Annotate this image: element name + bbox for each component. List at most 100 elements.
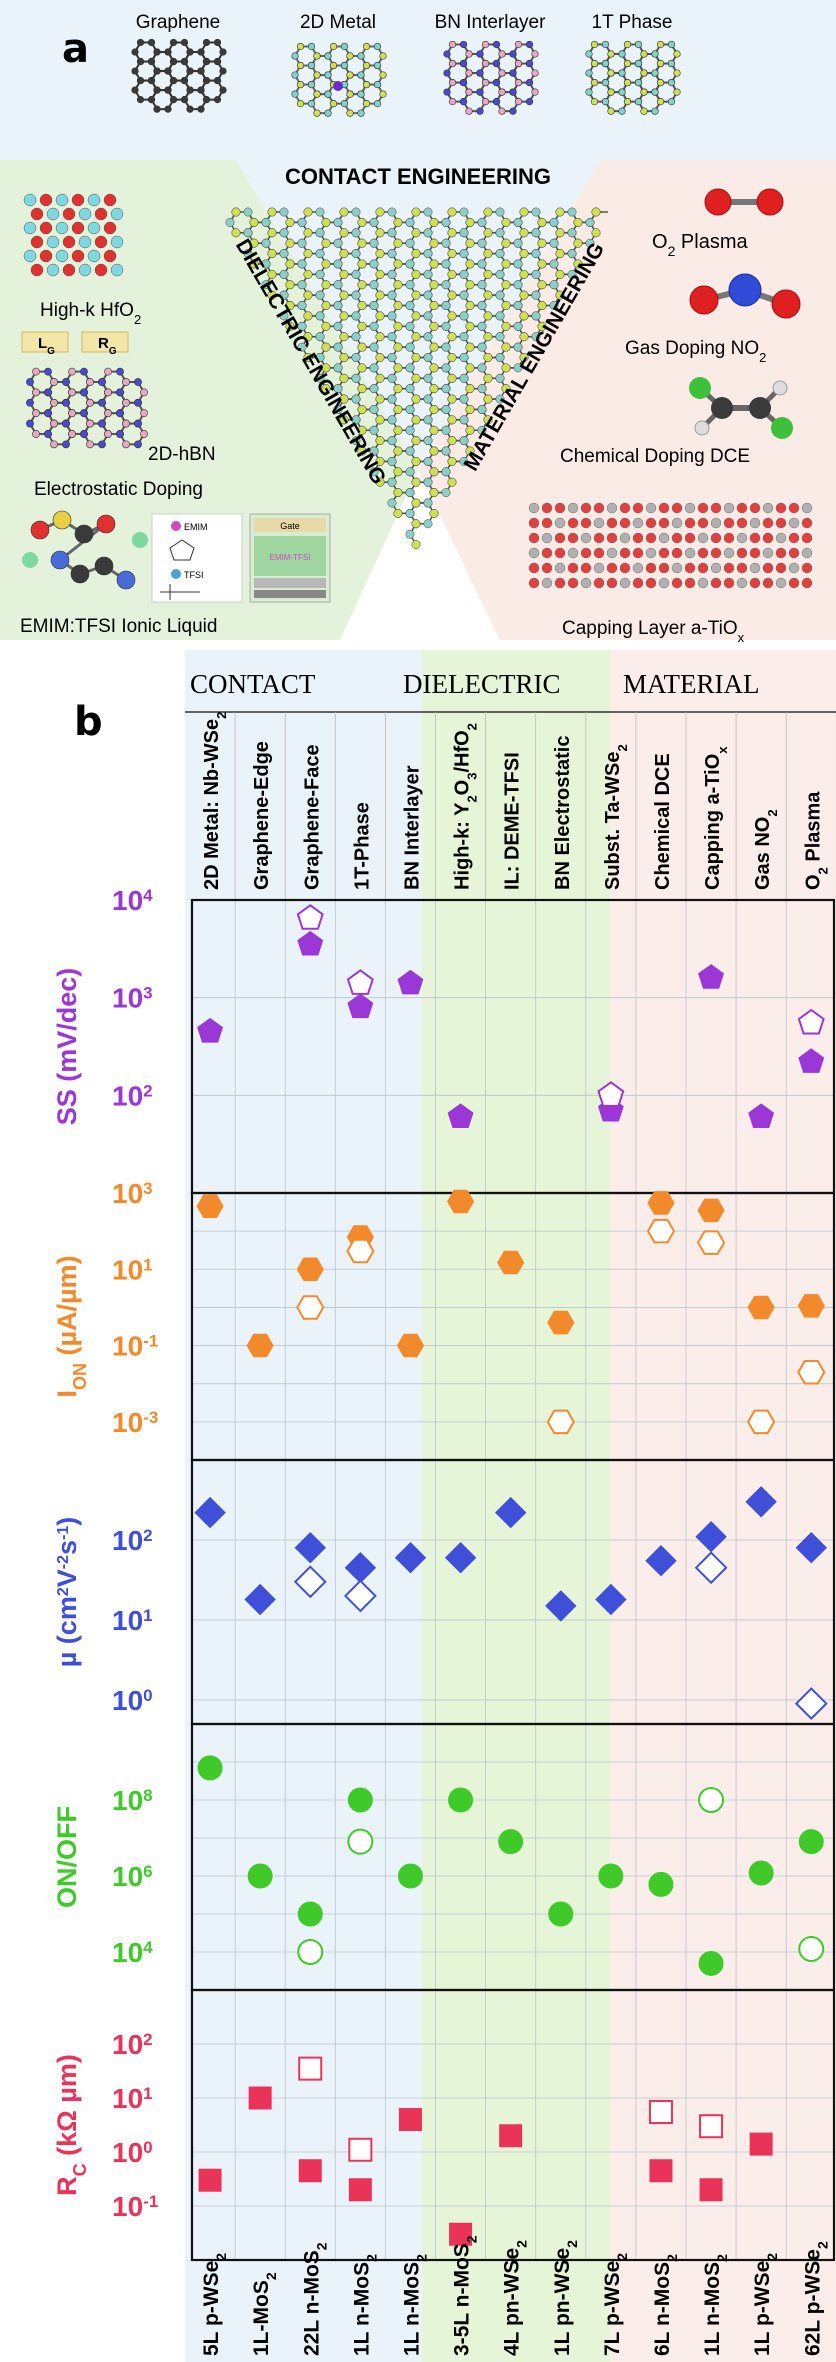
column-top-label: O2 Plasma [802, 791, 830, 890]
panel-letter-a: a [62, 26, 89, 72]
data-point-open [597, 1081, 625, 1107]
column-top-label: Subst. Ta-WSe2 [602, 744, 630, 890]
column-top-label: Chemical DCE [652, 753, 674, 890]
dce-molecule-image [689, 377, 793, 439]
no2-molecule-image [689, 273, 801, 319]
central-triangle-lattice [225, 207, 608, 550]
label-capping-layer-tiox: Capping Layer a-TiOx [562, 618, 745, 645]
data-point-filled [396, 1333, 425, 1358]
data-point-filled [347, 1787, 373, 1813]
data-point-filled [698, 1950, 724, 1976]
column-top-label: High-k: Y2O3/HfO2 [452, 723, 480, 890]
data-point-filled [246, 1333, 274, 1358]
data-point-filled [498, 1829, 524, 1855]
column-top-labels: 2D Metal: Nb-WSe2 Graphene-Edge Graphene-F… [201, 712, 836, 900]
label-electrostatic-doping: Electrostatic Doping [34, 479, 203, 500]
hfo2-crystal-image [23, 193, 124, 277]
tick-label: 100 [112, 1685, 153, 1716]
data-point-filled [547, 1310, 575, 1335]
subplots: 104 103 102 SS (mV/dec) 103 101 10-1 10-3 ION (µ… [52, 885, 836, 2262]
data-point-filled [698, 964, 724, 989]
column-bottom-label: 1L-MoS2 [250, 2272, 279, 2356]
data-point-open [698, 1787, 725, 1813]
data-point-filled [749, 2132, 773, 2156]
column-top-label: Graphene-Face [301, 744, 323, 890]
data-point-filled [595, 1583, 627, 1616]
tiox-capping-layer-image [528, 502, 813, 589]
data-point-filled [447, 1189, 475, 1214]
data-point-filled [645, 1544, 677, 1577]
label-graphene: Graphene [136, 12, 221, 33]
channel-layer [254, 578, 326, 588]
data-point-filled [247, 1863, 273, 1889]
data-point-filled [649, 2159, 673, 2183]
data-point-filled [348, 2178, 372, 2202]
data-point-open [297, 1939, 324, 1965]
group-label-dielectric: DIELECTRIC [403, 669, 560, 699]
column-bottom-label: 1L n-MoS2 [400, 2254, 429, 2356]
tick-label: 103 [112, 983, 153, 1014]
tick-label: 102 [112, 1525, 153, 1556]
data-point-open [546, 1409, 575, 1435]
data-point-filled [296, 1257, 324, 1281]
y-axis-label: ION (µA/µm) [52, 1255, 90, 1397]
data-point-filled [447, 1103, 474, 1128]
subplot-onoff: 108 106 104 ON/OFF [52, 1722, 836, 1992]
tfsi-bead-icon [171, 569, 181, 579]
y-axis-label: RC (kΩ µm) [52, 2054, 90, 2196]
data-point-filled [397, 969, 424, 995]
tick-label: 104 [112, 1937, 153, 1968]
data-point-filled [244, 1583, 276, 1616]
label-o2-plasma: O2 Plasma [652, 231, 748, 259]
panel-letter-b: b [74, 699, 103, 745]
data-point-filled [497, 1250, 525, 1275]
data-point-open [694, 1551, 728, 1585]
data-point-filled [647, 1191, 675, 1215]
tick-label: 10-3 [112, 1407, 158, 1438]
label-rg: RG [98, 335, 117, 357]
2d-metal-lattice-image [291, 42, 387, 117]
column-bottom-label: 3-5L n-MoS2 [451, 2235, 480, 2356]
panel-b: b CONTACT DIELECTRIC MATERIAL 2D Metal: … [52, 650, 836, 2362]
tfsi-small-label: TFSI [184, 570, 204, 580]
column-top-label: Gas NO2 [752, 809, 780, 890]
tick-label: 103 [112, 1178, 153, 1209]
data-point-filled [448, 1787, 474, 1813]
data-point-filled [449, 2222, 473, 2246]
data-point-filled [248, 2086, 272, 2110]
data-point-filled [394, 1541, 427, 1574]
data-point-open [347, 1828, 374, 1855]
y-axis-label: ON/OFF [52, 1806, 82, 1908]
data-point-filled [297, 1901, 323, 1927]
data-point-open [699, 2114, 724, 2139]
tick-label: 108 [112, 1785, 153, 1816]
data-point-open [696, 1230, 726, 1255]
column-top-label: Capping a-TiOx [702, 746, 730, 890]
subplot-ion: 103 101 10-1 10-3 ION (µA/µm) [52, 1178, 836, 1462]
data-point-open [348, 2137, 373, 2162]
lg-box [21, 331, 69, 353]
tick-label: 101 [112, 1605, 153, 1636]
column-top-label: 1T-Phase [351, 802, 373, 890]
label-gas-doping-no2: Gas Doping NO2 [625, 338, 766, 365]
subplot-mu: 102 101 100 µ (cm2V-2s-1) [52, 1458, 836, 1726]
column-bottom-label: 62L p-WSe2 [801, 2241, 830, 2356]
o2-molecule-image [704, 188, 784, 216]
group-label-contact: CONTACT [190, 669, 316, 699]
data-point-open [746, 1409, 776, 1435]
column-bottom-label: 22L n-MoS2 [300, 2242, 329, 2356]
y-axis-label: SS (mV/dec) [52, 968, 82, 1126]
data-point-filled [198, 2168, 222, 2192]
data-point-filled [297, 930, 324, 956]
rg-box [81, 331, 129, 353]
data-point-open [346, 1238, 375, 1264]
gate-small-label: Gate [280, 521, 300, 531]
data-point-open [797, 1008, 825, 1035]
data-point-filled [196, 1194, 224, 1218]
data-point-open [798, 1935, 825, 1962]
column-bottom-label: 1L n-MoS2 [350, 2254, 379, 2356]
subplot-frame [190, 1988, 836, 2262]
1t-phase-lattice-image [585, 40, 681, 115]
column-bottom-label: 7L p-WSe2 [601, 2253, 630, 2356]
data-point-filled [798, 1048, 825, 1073]
